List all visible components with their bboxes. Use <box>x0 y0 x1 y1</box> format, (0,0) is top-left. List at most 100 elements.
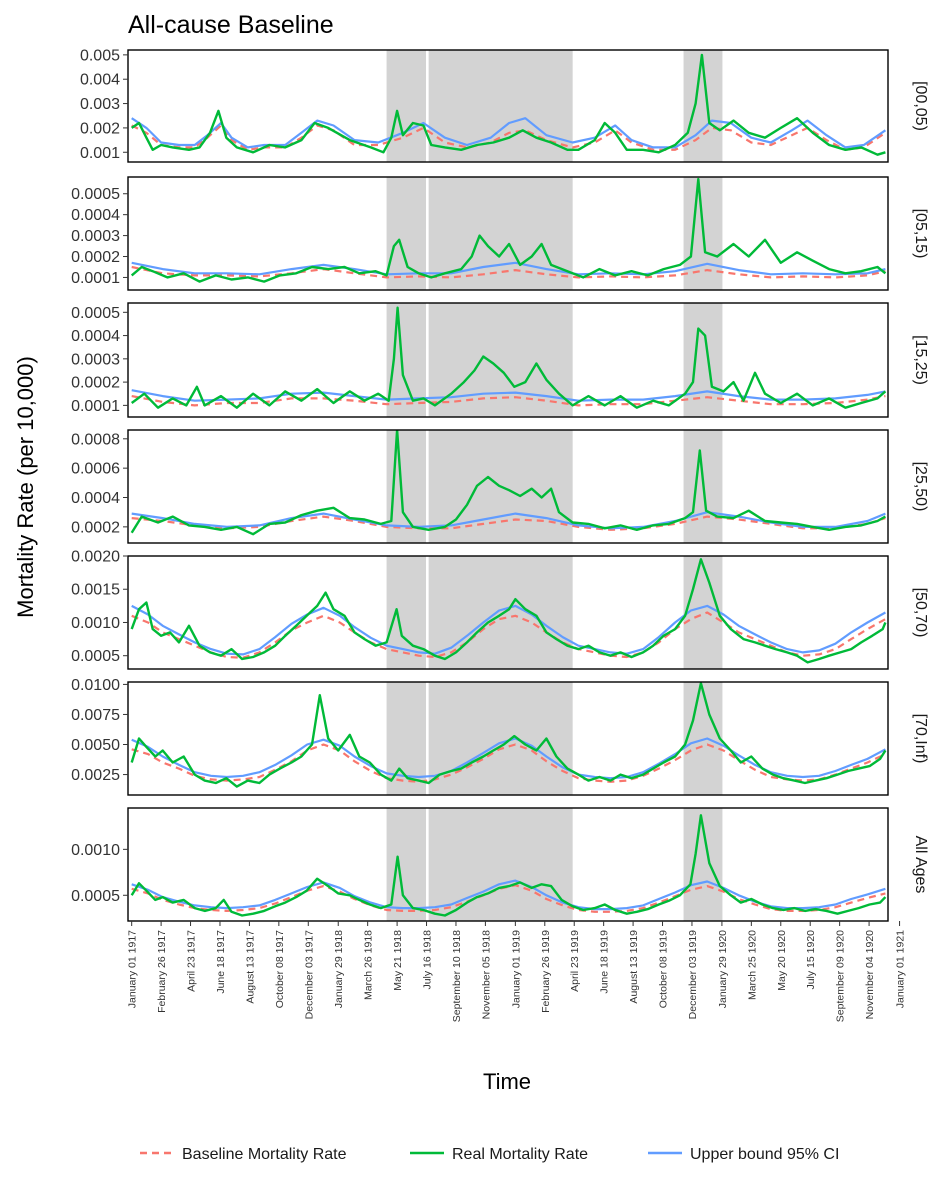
x-tick-label: October 08 1919 <box>658 930 670 1008</box>
baseline-series-line <box>131 515 886 531</box>
x-tick-label: January 01 1919 <box>510 930 522 1008</box>
x-tick-label: January 29 1920 <box>717 930 729 1008</box>
y-axis-title: Mortality Rate (per 10,000) <box>13 356 38 618</box>
legend-label: Baseline Mortality Rate <box>182 1146 347 1163</box>
shaded-period <box>683 303 723 417</box>
real-series-line <box>130 558 887 664</box>
x-tick-label: June 18 1919 <box>599 930 611 994</box>
y-tick-label: 0.0003 <box>71 351 120 368</box>
x-tick-label: January 01 1917 <box>127 930 139 1008</box>
real-series-line <box>130 814 887 917</box>
x-tick-label: September 10 1918 <box>451 930 463 1022</box>
baseline-series-line <box>131 124 887 151</box>
x-tick-label: October 08 1917 <box>274 930 286 1008</box>
y-tick-label: 0.0005 <box>71 305 120 322</box>
facet-panel: 0.001 0.002 0.003 0.004 0.005 [00,05) <box>80 47 929 163</box>
y-tick-label: 0.002 <box>80 120 120 137</box>
baseline-series-line <box>131 884 886 913</box>
real-series-line <box>130 682 887 788</box>
facet-panel: 0.0001 0.0002 0.0003 0.0004 0.0005 [05,15) <box>71 176 929 291</box>
y-tick-label: 0.0020 <box>71 549 120 566</box>
y-tick-label: 0.0008 <box>71 431 120 448</box>
y-tick-label: 0.0005 <box>71 888 120 905</box>
shaded-period <box>683 682 723 795</box>
shaded-period <box>428 556 573 669</box>
shaded-period <box>428 682 573 795</box>
panel-border <box>127 555 889 670</box>
shaded-period <box>386 50 427 162</box>
panel-border <box>127 176 889 291</box>
facet-panel: 0.0005 0.0010 0.0015 0.0020 [50,70) <box>71 549 929 670</box>
real-series-line <box>131 53 886 156</box>
facet-strip-label: [15,25) <box>912 335 929 385</box>
x-tick-label: April 23 1917 <box>186 930 198 992</box>
y-tick-label: 0.0001 <box>71 398 120 415</box>
panel-border <box>127 807 889 922</box>
facet-strip-label: All Ages <box>912 836 929 894</box>
panel-border <box>127 429 889 544</box>
x-tick-label: July 16 1918 <box>422 930 434 990</box>
facet-panel: 0.0001 0.0002 0.0003 0.0004 0.0005 [15,25) <box>71 302 929 418</box>
y-tick-label: 0.0002 <box>71 519 120 536</box>
facet-panel: 0.0002 0.0004 0.0006 0.0008 [25,50) <box>71 429 929 544</box>
y-tick-label: 0.0025 <box>71 767 120 784</box>
y-tick-label: 0.005 <box>80 47 120 64</box>
baseline-series-line <box>131 265 886 279</box>
x-tick-label: June 18 1917 <box>215 930 227 994</box>
x-tick-label: July 15 1920 <box>805 930 817 990</box>
facet-panels: 0.0010.0020.0030.0040.005[00,05)0.00010.… <box>71 47 929 922</box>
real-series-line <box>130 177 887 283</box>
legend: Baseline Mortality Rate Real Mortality Ra… <box>140 1146 839 1163</box>
x-tick-label: September 09 1920 <box>835 930 847 1022</box>
x-tick-label: February 26 1917 <box>156 930 168 1013</box>
y-tick-label: 0.0005 <box>71 186 120 203</box>
legend-label: Upper bound 95% CI <box>690 1146 839 1163</box>
x-tick-label: November 04 1920 <box>864 930 876 1019</box>
x-tick-label: August 13 1917 <box>244 930 256 1004</box>
y-tick-label: 0.0050 <box>71 737 120 754</box>
y-tick-label: 0.0010 <box>71 615 120 632</box>
facet-strip-label: [05,15) <box>912 209 929 259</box>
shaded-period <box>386 808 427 921</box>
y-tick-label: 0.0004 <box>71 328 120 345</box>
shaded-period <box>428 303 573 417</box>
y-tick-label: 0.0002 <box>71 375 120 392</box>
shaded-period <box>428 50 573 162</box>
y-tick-label: 0.0075 <box>71 707 120 724</box>
baseline-series-line <box>131 395 886 407</box>
upper-series-line <box>131 604 886 656</box>
y-tick-label: 0.0002 <box>71 249 120 266</box>
y-tick-label: 0.0003 <box>71 228 120 245</box>
y-tick-label: 0.004 <box>80 72 120 89</box>
y-tick-label: 0.0006 <box>71 461 120 478</box>
x-tick-label: April 23 1919 <box>569 930 581 992</box>
x-tick-label: May 21 1918 <box>392 930 404 991</box>
x-tick-label: November 05 1918 <box>480 930 492 1019</box>
facet-strip-label: [50,70) <box>912 588 929 638</box>
x-tick-label: August 13 1919 <box>628 930 640 1004</box>
real-series-line <box>130 306 887 409</box>
y-tick-label: 0.003 <box>80 96 120 113</box>
facet-panel: 0.0025 0.0050 0.0075 0.0100 [70,Inf) <box>71 677 929 796</box>
shaded-period <box>428 808 573 921</box>
facet-strip-label: [70,Inf) <box>912 714 929 764</box>
upper-series-line <box>131 261 886 276</box>
panel-border <box>127 49 889 163</box>
y-tick-label: 0.0005 <box>71 648 120 665</box>
x-tick-label: March 25 1920 <box>746 930 758 1000</box>
x-axis: January 01 1917 February 26 1917 April 23 … <box>127 921 907 1022</box>
y-tick-label: 0.001 <box>80 145 120 162</box>
x-tick-label: January 01 1921 <box>895 930 907 1008</box>
y-tick-label: 0.0001 <box>71 270 120 287</box>
legend-label: Real Mortality Rate <box>452 1146 588 1163</box>
x-tick-label: March 26 1918 <box>363 930 375 1000</box>
y-tick-label: 0.0100 <box>71 677 120 694</box>
panel-border <box>127 302 889 418</box>
facet-strip-label: [25,50) <box>912 462 929 512</box>
chart-title: All-cause Baseline <box>128 11 334 39</box>
y-tick-label: 0.0015 <box>71 582 120 599</box>
x-tick-label: February 26 1919 <box>540 930 552 1013</box>
real-series-line <box>130 430 886 536</box>
baseline-series-line <box>131 611 886 659</box>
y-tick-label: 0.0004 <box>71 207 120 224</box>
